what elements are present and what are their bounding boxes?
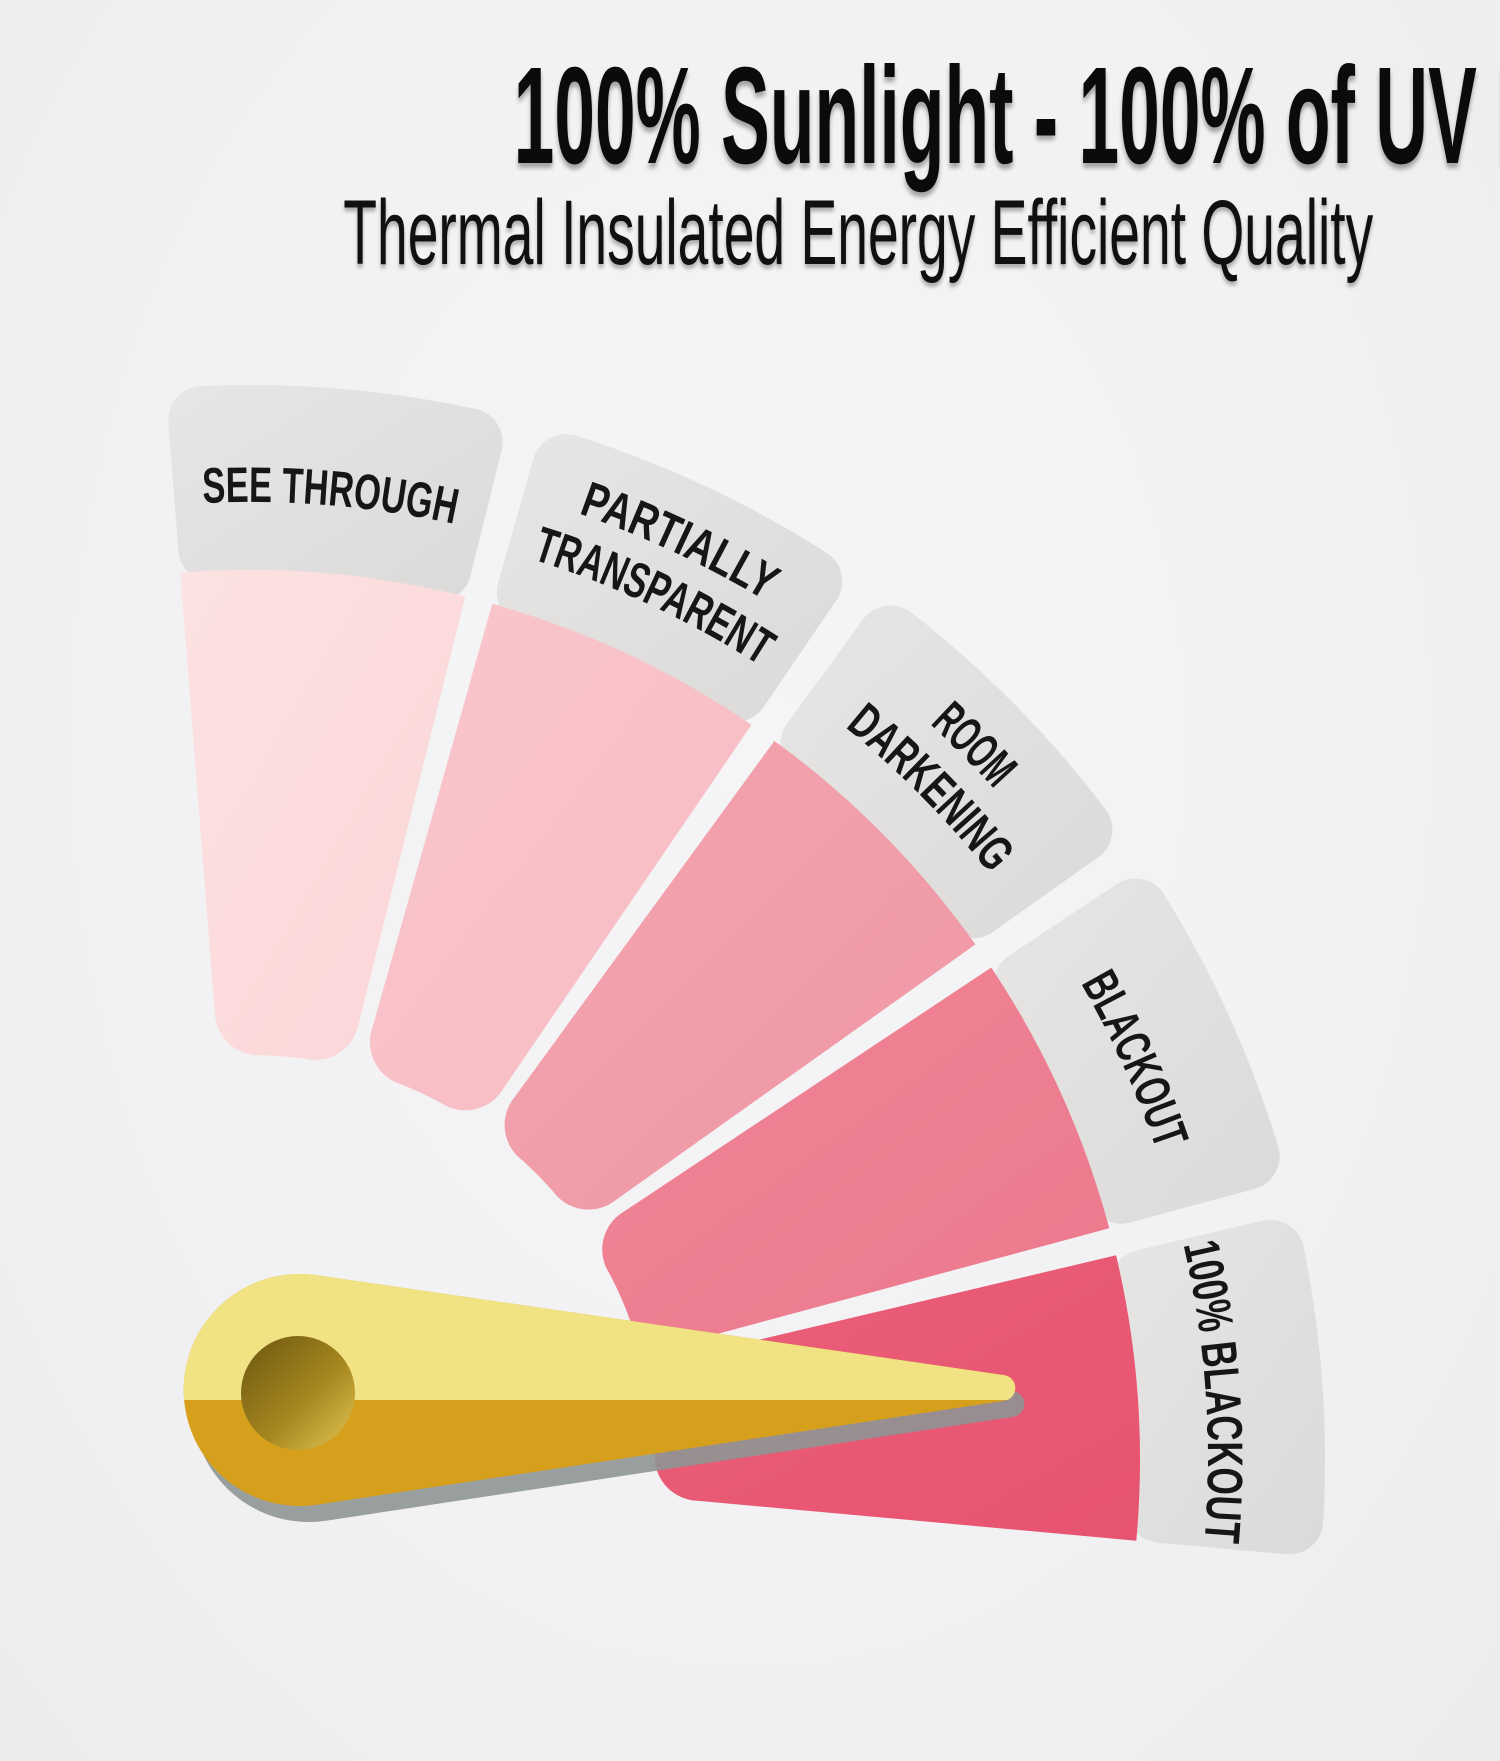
gauge-segment-band (496, 434, 843, 722)
gauge-segment-band (168, 385, 503, 602)
gauge-segment-band (1110, 1219, 1325, 1555)
header: 100% Sunlight - 100% of UV Rays Thermal … (0, 39, 1500, 285)
gauge-fan: SEE THROUGH PARTIALLYTRANSPARENTROOMDARKE… (168, 385, 1325, 1555)
gauge-segment-body (602, 967, 1110, 1346)
needle (183, 1274, 1025, 1522)
gauge-segment-body (504, 740, 976, 1210)
gauge-segment-body (369, 603, 752, 1111)
gauge-segment-body (180, 569, 466, 1060)
gauge-segment-band (780, 605, 1113, 939)
gauge-segment-band (993, 878, 1280, 1224)
needle-hub (241, 1336, 355, 1450)
needle-body-top (183, 1274, 1016, 1400)
page-subtitle: Thermal Insulated Energy Efficient Quali… (343, 182, 1374, 285)
page-title: 100% Sunlight - 100% of UV Rays (513, 39, 1500, 193)
